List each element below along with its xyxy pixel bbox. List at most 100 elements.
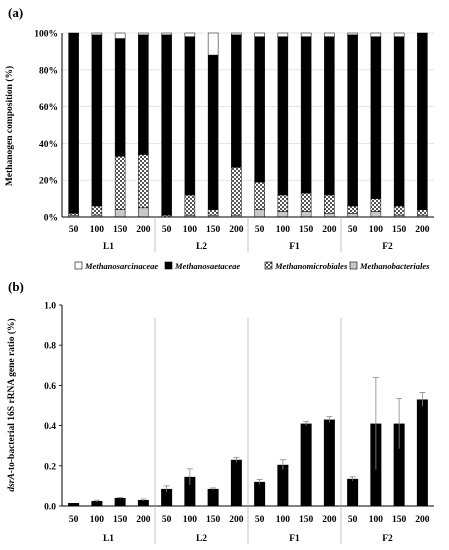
x-tick-label: 100 [369, 515, 384, 525]
bar-segment [370, 32, 382, 37]
bar-segment [138, 34, 149, 155]
y-tick-label: 20% [39, 177, 58, 187]
bar [161, 488, 173, 506]
group-label: F2 [382, 534, 393, 544]
bar-segment [370, 211, 382, 218]
bar [347, 478, 359, 506]
bar-segment [393, 32, 405, 37]
group-label: L2 [196, 534, 207, 544]
bar-segment [184, 194, 196, 216]
bar-segment [161, 32, 172, 36]
bar-segment [184, 32, 196, 37]
panel-b-x-ticks: 50 100 150 200 L1 50 100 150 200 L2 50 100 150 200 F1 5… [69, 318, 430, 544]
bar-segment [300, 36, 312, 194]
panel-a-bars [68, 32, 428, 218]
x-tick-label: 50 [162, 515, 172, 525]
bar [137, 499, 149, 506]
bar-segment [161, 34, 172, 216]
bar-segment [324, 32, 335, 37]
x-tick-label: 150 [392, 225, 407, 235]
x-tick-label: 50 [255, 515, 265, 525]
bar-segment [417, 32, 428, 210]
y-tick-label: 0% [44, 214, 58, 224]
panel-b-y-axis-label: dsrA-to-bacterial 16S rRNA gene ratio (%… [6, 318, 17, 491]
bar-segment [68, 213, 79, 216]
legend-label: Methanosarcinaceae [84, 261, 158, 271]
x-tick-label: 50 [255, 225, 265, 235]
x-tick-label: 50 [69, 225, 79, 235]
bar-segment [254, 32, 265, 37]
panel-b-y-ticks: 0.0 0.2 0.4 0.6 0.8 1.0 [44, 302, 62, 513]
legend-label: Methanobacteriales [359, 261, 430, 271]
panel-a-legend: Methanosarcinaceae Methanosaetaceae Methan… [74, 261, 430, 271]
x-tick-label: 150 [299, 225, 314, 235]
bar-segment [231, 167, 242, 216]
bar-segment [207, 32, 219, 56]
panel-a-y-axis-label: Methanogen composition (%) [4, 66, 15, 186]
bar-segment [68, 32, 79, 214]
x-tick-label: 150 [299, 515, 314, 525]
bar-segment [347, 34, 358, 207]
bar [91, 500, 103, 506]
bar [114, 497, 126, 506]
bar-segment [300, 211, 312, 218]
x-tick-label: 50 [348, 515, 358, 525]
bar-segment [91, 32, 103, 36]
bar-segment [370, 198, 382, 212]
y-tick-label: 0.2 [44, 462, 56, 472]
y-tick-label: 80% [39, 66, 58, 76]
x-tick-label: 150 [206, 515, 221, 525]
bar-segment [347, 32, 358, 36]
bar-segment [254, 181, 265, 210]
bar-segment [324, 213, 335, 218]
bar-segment [91, 34, 103, 207]
x-tick-label: 150 [113, 225, 128, 235]
bar-segment [231, 32, 242, 36]
bar-segment [114, 156, 126, 210]
x-tick-label: 200 [322, 225, 337, 235]
bar-segment [370, 36, 382, 199]
y-tick-label: 0.0 [44, 503, 56, 513]
bar-segment [300, 192, 312, 212]
x-tick-label: 200 [136, 515, 151, 525]
bar [416, 399, 428, 506]
x-tick-label: 50 [162, 225, 172, 235]
y-tick-label: 40% [39, 140, 58, 150]
bar-segment [324, 36, 335, 196]
group-label: L1 [103, 242, 114, 252]
bar-segment [207, 54, 219, 210]
bar [230, 459, 242, 506]
bar-segment [184, 36, 196, 196]
bar-segment [277, 36, 289, 196]
panel-a-y-ticks: 0% 20% 40% 60% 80% 100% [34, 30, 58, 224]
legend-swatch [164, 261, 173, 270]
x-tick-label: 100 [90, 515, 105, 525]
y-tick-label: 1.0 [44, 302, 56, 312]
y-tick-label: 0.4 [44, 422, 56, 432]
panel-a-label: (a) [8, 5, 23, 20]
y-tick-label: 0.8 [44, 342, 56, 352]
bar [207, 488, 219, 506]
panel-a: (a) Methanogen composition (%) 0% 20% 40% 6… [4, 5, 434, 271]
group-label: L1 [103, 534, 114, 544]
group-label: L2 [196, 242, 207, 252]
legend-label: Methanomicrobiales [274, 261, 348, 271]
bar [393, 423, 405, 506]
legend-swatch [349, 261, 358, 270]
bar-segment [114, 209, 126, 218]
bar-segment [393, 205, 405, 216]
bar-segment [254, 36, 265, 183]
x-tick-label: 150 [392, 515, 407, 525]
y-tick-label: 60% [39, 103, 58, 113]
bar [184, 476, 196, 506]
x-tick-label: 200 [136, 225, 151, 235]
x-tick-label: 100 [276, 225, 291, 235]
panel-b-y-axis-label-italic: dsrA [7, 473, 17, 491]
x-tick-label: 50 [348, 225, 358, 235]
x-tick-label: 200 [322, 515, 337, 525]
bar-segment [231, 34, 242, 168]
bar-segment [207, 209, 219, 216]
x-tick-label: 150 [113, 515, 128, 525]
group-label: F1 [289, 242, 300, 252]
